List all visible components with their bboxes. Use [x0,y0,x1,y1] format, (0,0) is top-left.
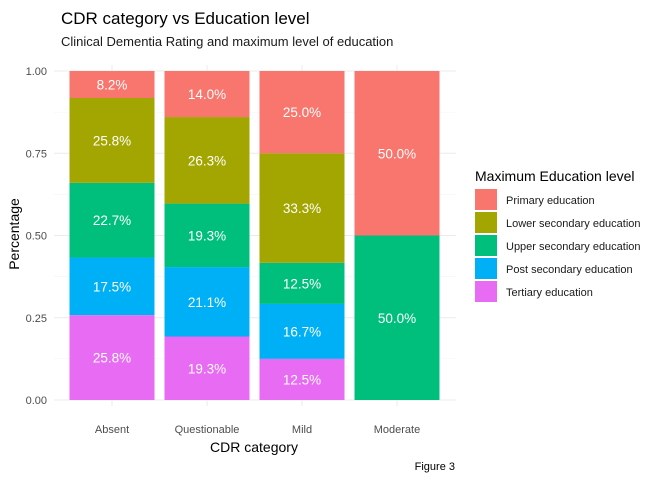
bar-segment [164,267,250,337]
bar-segment [354,235,440,400]
bar-segment [259,262,345,304]
legend-label: Upper secondary education [506,241,641,253]
x-tick-label: Moderate [374,424,420,436]
legend-key [475,189,497,210]
bar-segment [69,315,155,400]
x-tick-label: Questionable [175,424,240,436]
legend-title: Maximum Education level [475,168,635,184]
bar-segment [259,71,345,154]
bar-data-label: 26.3% [188,153,226,168]
x-tick-label: Absent [95,424,129,436]
y-axis-ticks: 0.00 0.25 0.50 0.75 1.00 [26,66,47,407]
legend-key [475,235,497,256]
legend-label: Tertiary education [506,287,593,299]
bar-data-label: 19.3% [188,228,226,243]
chart-title: CDR category vs Education level [61,9,310,28]
y-tick-label: 0.50 [26,231,47,243]
y-tick-label: 0.25 [26,313,47,325]
bar-data-label: 14.0% [188,87,226,102]
x-axis-ticks: Absent Questionable Mild Moderate [95,424,420,436]
bar-data-label: 25.8% [93,133,131,148]
bar-data-label: 12.5% [283,372,321,387]
bar-segment [259,153,345,263]
bar-segment [164,336,250,400]
bar-segment [69,257,155,316]
figure-caption: Figure 3 [415,461,455,473]
bar-data-label: 33.3% [283,201,321,216]
bar-segment [69,182,155,258]
bar-data-label: 25.0% [283,105,321,120]
bar-segment [164,117,250,204]
bar-data-label: 21.1% [188,295,226,310]
bar-data-label: 50.0% [378,146,416,161]
bar-data-label: 12.5% [283,276,321,291]
legend: Maximum Education level Primary educatio… [475,168,641,302]
bar-segment [164,203,250,268]
bar-segment [259,358,345,400]
legend-label: Post secondary education [506,264,633,276]
bar-data-label: 19.3% [188,361,226,376]
legend-label: Lower secondary education [506,218,641,230]
bar-segment [164,71,250,118]
y-tick-label: 0.75 [26,148,47,160]
y-axis-title: Percentage [6,198,22,270]
chart-subtitle: Clinical Dementia Rating and maximum lev… [61,34,393,49]
x-axis-title: CDR category [210,439,298,455]
legend-key [475,212,497,233]
y-tick-label: 0.00 [26,395,47,407]
bar-data-label: 22.7% [93,213,131,228]
legend-label: Primary education [506,195,595,207]
legend-key [475,281,497,302]
x-tick-label: Mild [292,424,312,436]
bar-data-label: 8.2% [97,77,128,92]
bar-data-label: 25.8% [93,351,131,366]
y-tick-label: 1.00 [26,66,47,78]
bar-segment [69,71,155,98]
bar-data-label: 50.0% [378,311,416,326]
bar-segment [69,97,155,183]
bar-data-label: 16.7% [283,324,321,339]
legend-key [475,258,497,279]
bar-segment [354,71,440,236]
bar-data-label: 17.5% [93,279,131,294]
bars: 25.8% 17.5% 22.7% 25.8% 8.2% 19.3% 21.1% 19.3% 2… [69,71,440,400]
bar-segment [259,303,345,359]
